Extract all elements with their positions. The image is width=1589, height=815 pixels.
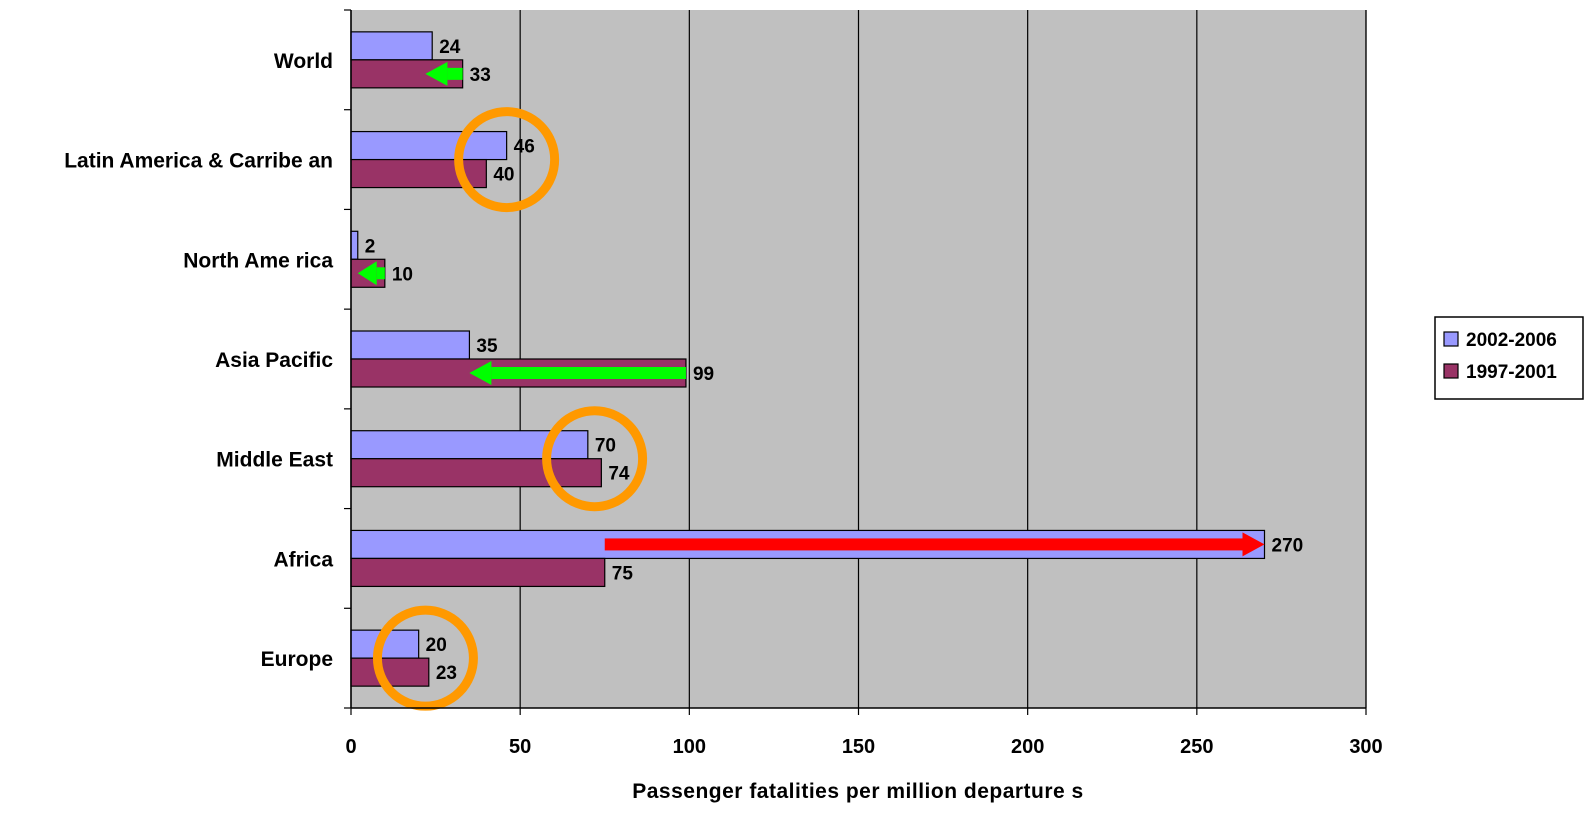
arrow-shaft	[491, 367, 686, 379]
data-label: 99	[693, 364, 714, 385]
bar-1997-2001	[350, 557, 606, 588]
data-label: 24	[439, 37, 461, 58]
arrow-shaft	[447, 67, 463, 80]
data-label: 75	[612, 563, 634, 584]
bar-2002-2006	[350, 330, 471, 360]
legend-box	[1434, 316, 1584, 400]
x-axis-title: Passenger fatalities per million departu…	[632, 780, 1084, 803]
data-label: 10	[392, 264, 413, 285]
arrow-head	[425, 61, 448, 86]
bar-2002-2006	[350, 130, 508, 161]
legend: 2002-2006 1997-2001	[1434, 316, 1584, 400]
category-label: Europe	[261, 648, 333, 671]
data-label: 20	[426, 635, 447, 656]
arrow-head	[1242, 532, 1265, 557]
arrow-head	[469, 361, 492, 385]
x-tick-label: 200	[1011, 736, 1044, 758]
x-tick-label: 250	[1180, 736, 1213, 758]
data-label: 270	[1272, 535, 1304, 556]
highlight-circle	[372, 605, 478, 711]
bar-1997-2001	[350, 657, 430, 687]
category-label: Asia Pacific	[215, 349, 333, 372]
data-label: 74	[608, 464, 630, 485]
data-label: 2	[365, 236, 376, 257]
bar-2002-2006	[350, 31, 433, 61]
arrow-shaft	[376, 267, 385, 280]
data-label: 23	[436, 663, 457, 684]
bar-1997-2001	[350, 458, 602, 488]
legend-label: 1997-2001	[1466, 362, 1557, 383]
x-tick-label: 100	[673, 736, 706, 758]
data-label: 40	[493, 165, 514, 186]
data-label: 35	[476, 336, 498, 357]
x-tick-label: 0	[345, 736, 356, 758]
x-tick-label: 150	[842, 736, 875, 758]
bar-2002-2006	[350, 230, 359, 260]
annotations	[357, 61, 1265, 711]
legend-label: 2002-2006	[1466, 330, 1557, 351]
x-tick-label: 50	[509, 736, 531, 758]
arrow-shaft	[604, 538, 1243, 551]
x-tick-label: 300	[1349, 736, 1382, 758]
data-label: 70	[595, 436, 616, 457]
category-label: Africa	[273, 548, 333, 571]
category-label: Latin America & Carribe an	[64, 150, 333, 173]
axes	[344, 9, 1367, 715]
data-label: 33	[470, 65, 491, 86]
data-label: 46	[514, 137, 535, 158]
highlight-circle	[454, 107, 560, 213]
arrow-head	[357, 261, 377, 286]
highlight-circle	[542, 406, 648, 512]
category-label: World	[274, 50, 333, 73]
category-label: Middle East	[216, 449, 333, 472]
legend-swatch	[1443, 363, 1459, 379]
category-label: North Ame rica	[183, 249, 333, 272]
legend-swatch	[1443, 331, 1459, 347]
